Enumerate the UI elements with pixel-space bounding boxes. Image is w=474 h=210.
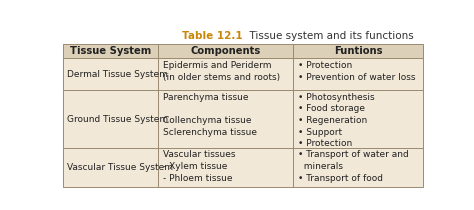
Text: Tissue system and its functions: Tissue system and its functions [243,31,414,41]
Text: Ground Tissue System: Ground Tissue System [67,114,168,123]
Bar [158,90,293,148]
Bar [293,44,423,58]
Text: • Photosynthesis
• Food storage
• Regeneration
• Support
• Protection: • Photosynthesis • Food storage • Regene… [298,93,374,148]
Bar [293,148,423,187]
Bar [63,58,158,90]
Bar [158,58,293,90]
Text: Components: Components [191,46,261,56]
Bar [158,148,293,187]
Text: • Protection
• Prevention of water loss: • Protection • Prevention of water loss [298,61,415,81]
Text: Funtions: Funtions [334,46,383,56]
Text: Vascular Tissue System: Vascular Tissue System [67,163,173,172]
Text: Vascular tissues
- Xylem tissue
- Phloem tissue: Vascular tissues - Xylem tissue - Phloem… [163,150,235,183]
Text: Epidermis and Periderm
(in older stems and roots): Epidermis and Periderm (in older stems a… [163,61,280,81]
Bar [63,90,158,148]
Text: Table 12.1: Table 12.1 [182,31,243,41]
Bar [293,90,423,148]
Text: Tissue System: Tissue System [70,46,151,56]
Text: • Transport of water and
  minerals
• Transport of food: • Transport of water and minerals • Tran… [298,150,409,183]
Bar [63,148,158,187]
Text: Dermal Tissue System: Dermal Tissue System [67,70,168,79]
Bar [158,44,293,58]
Bar [293,58,423,90]
Text: Parenchyma tissue

Collenchyma tissue
Sclerenchyma tissue: Parenchyma tissue Collenchyma tissue Scl… [163,93,257,136]
Bar [63,44,158,58]
